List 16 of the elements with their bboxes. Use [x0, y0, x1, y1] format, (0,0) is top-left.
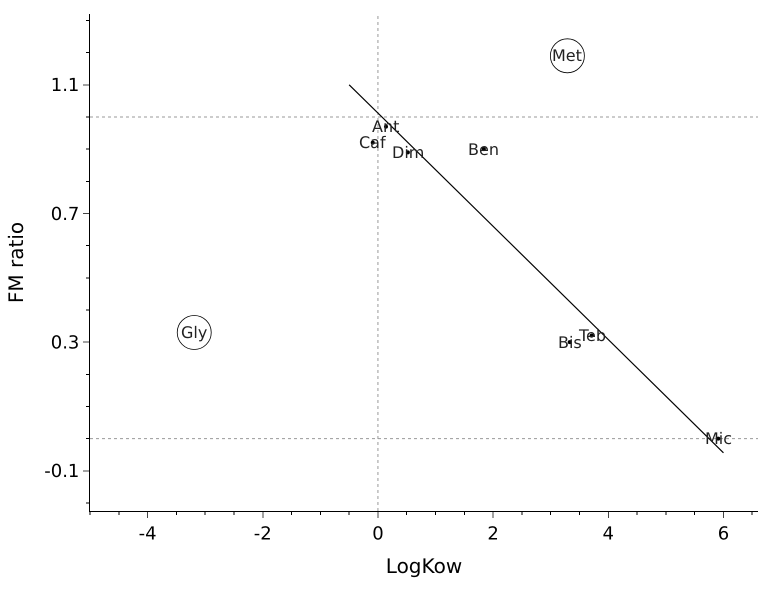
- x-tick-label: 2: [487, 524, 499, 545]
- annotation: Caf: [359, 133, 386, 152]
- y-tick-label: 1.1: [50, 75, 80, 96]
- y-tick-label: 0.7: [50, 204, 80, 225]
- x-axis-title: LogKow: [386, 554, 462, 578]
- annotation: Ben: [468, 140, 499, 159]
- x-tick-label: -2: [254, 524, 272, 545]
- x-tick-label: 6: [718, 524, 730, 545]
- annotation: Met: [552, 46, 582, 65]
- y-tick-label: -0.1: [44, 461, 80, 482]
- annotation: Gly: [181, 323, 208, 342]
- y-axis-title: FM ratio: [4, 222, 28, 304]
- x-tick-label: -4: [138, 524, 157, 545]
- y-tick-label: 0.3: [50, 332, 80, 354]
- x-tick-label: 0: [372, 524, 384, 545]
- x-tick-label: 4: [602, 524, 614, 545]
